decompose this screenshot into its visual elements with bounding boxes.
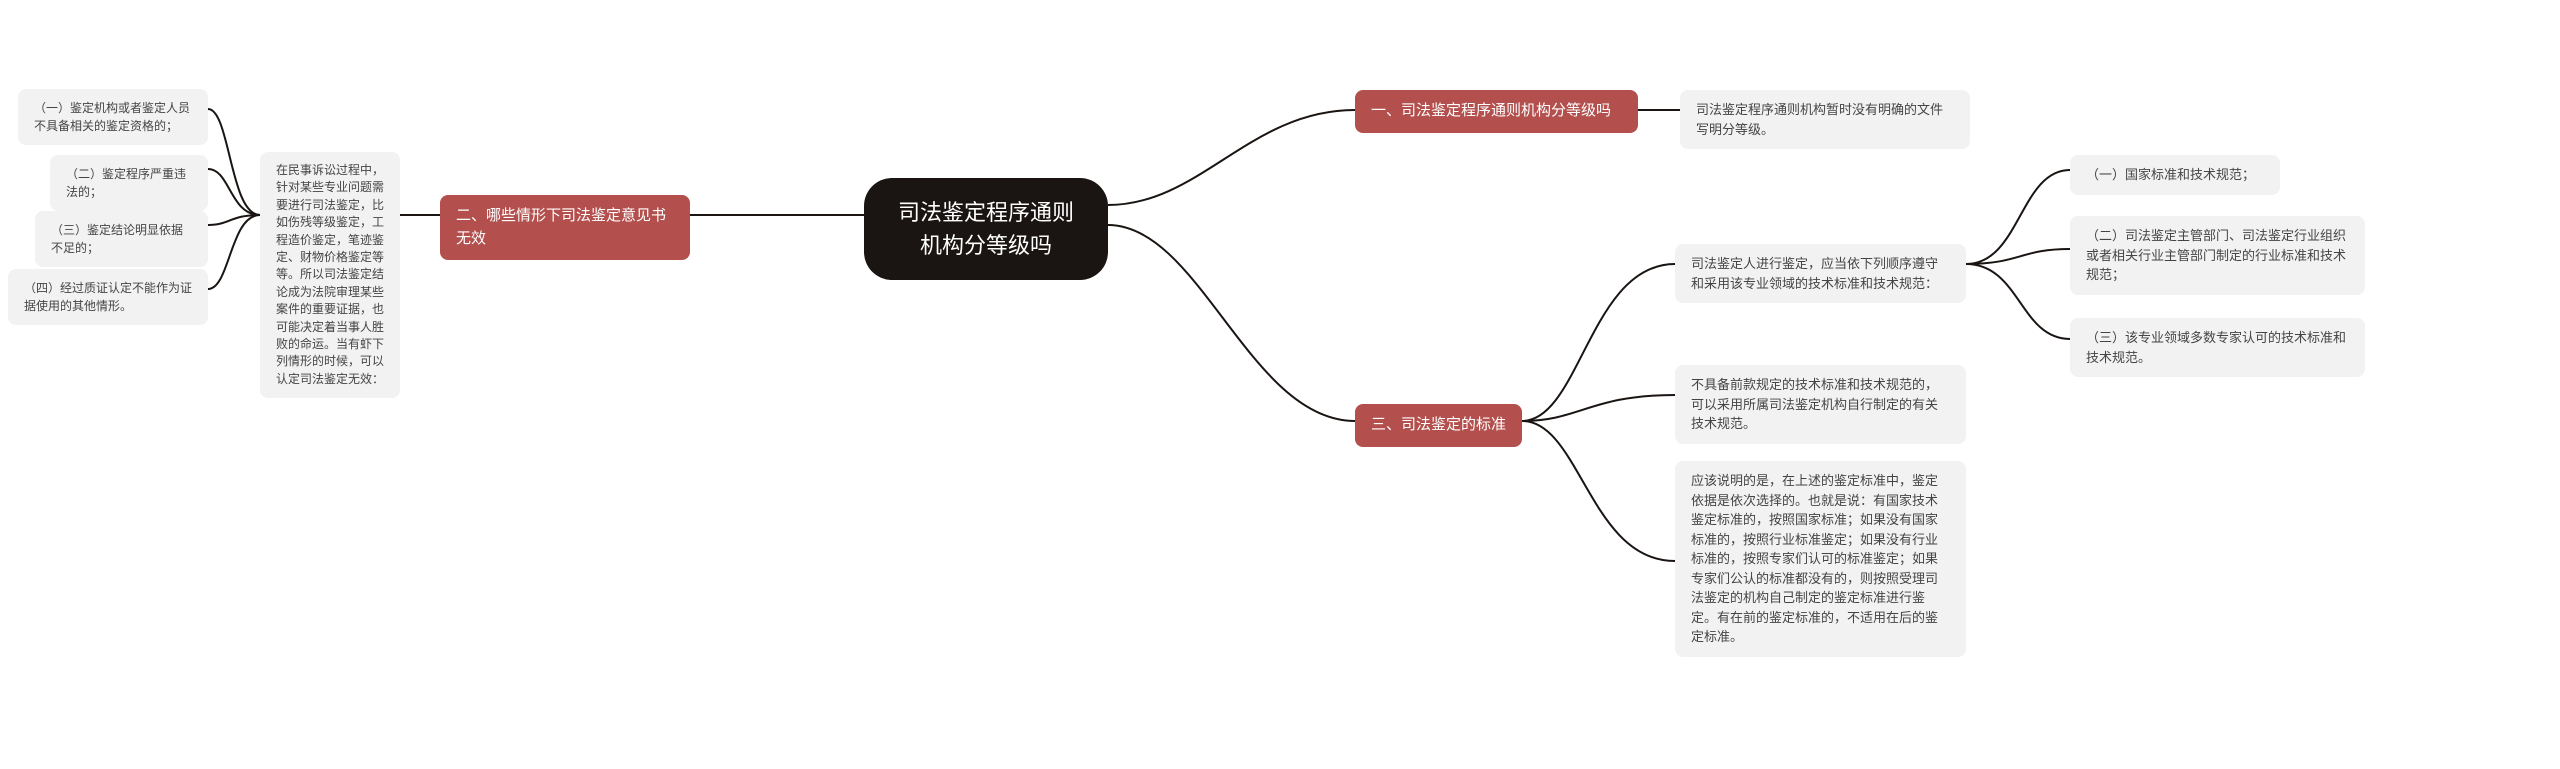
branch-2-item-0[interactable]: （一）鉴定机构或者鉴定人员不具备相关的鉴定资格的；	[18, 89, 208, 145]
branch-1-label: 一、司法鉴定程序通则机构分等级吗	[1371, 100, 1611, 123]
branch-3-sub1-text: 司法鉴定人进行鉴定，应当依下列顺序遵守和采用该专业领域的技术标准和技术规范：	[1691, 254, 1950, 293]
branch-2-item-1[interactable]: （二）鉴定程序严重违法的；	[50, 155, 208, 211]
leaf-text: （二）司法鉴定主管部门、司法鉴定行业组织或者相关行业主管部门制定的行业标准和技术…	[2086, 226, 2349, 285]
branch-2-label: 二、哪些情形下司法鉴定意见书无效	[456, 205, 674, 250]
branch-3-sub1-item-1[interactable]: （二）司法鉴定主管部门、司法鉴定行业组织或者相关行业主管部门制定的行业标准和技术…	[2070, 216, 2365, 295]
center-label: 司法鉴定程序通则机构分等级吗	[894, 196, 1078, 262]
branch-2-desc[interactable]: 在民事诉讼过程中，针对某些专业问题需要进行司法鉴定，比如伤残等级鉴定，工程造价鉴…	[260, 152, 400, 398]
leaf-text: （三）鉴定结论明显依据不足的；	[51, 221, 192, 257]
branch-3-sub2-text: 不具备前款规定的技术标准和技术规范的，可以采用所属司法鉴定机构自行制定的有关技术…	[1691, 375, 1950, 434]
branch-3-sub1-item-0[interactable]: （一）国家标准和技术规范；	[2070, 155, 2280, 195]
branch-3-label: 三、司法鉴定的标准	[1371, 414, 1506, 437]
leaf-text: （一）鉴定机构或者鉴定人员不具备相关的鉴定资格的；	[34, 99, 192, 135]
leaf-text: （四）经过质证认定不能作为证据使用的其他情形。	[24, 279, 192, 315]
leaf-text: （一）国家标准和技术规范；	[2086, 165, 2255, 185]
branch-3-sub1[interactable]: 司法鉴定人进行鉴定，应当依下列顺序遵守和采用该专业领域的技术标准和技术规范：	[1675, 244, 1966, 303]
branch-2[interactable]: 二、哪些情形下司法鉴定意见书无效	[440, 195, 690, 260]
branch-3-sub2[interactable]: 不具备前款规定的技术标准和技术规范的，可以采用所属司法鉴定机构自行制定的有关技术…	[1675, 365, 1966, 444]
leaf-text: （二）鉴定程序严重违法的；	[66, 165, 192, 201]
branch-1-leaf-text: 司法鉴定程序通则机构暂时没有明确的文件写明分等级。	[1696, 100, 1954, 139]
branch-3-sub3-text: 应该说明的是，在上述的鉴定标准中，鉴定依据是依次选择的。也就是说：有国家技术鉴定…	[1691, 471, 1950, 647]
center-topic[interactable]: 司法鉴定程序通则机构分等级吗	[864, 178, 1108, 280]
branch-2-desc-text: 在民事诉讼过程中，针对某些专业问题需要进行司法鉴定，比如伤残等级鉴定，工程造价鉴…	[276, 162, 384, 388]
branch-2-item-3[interactable]: （四）经过质证认定不能作为证据使用的其他情形。	[8, 269, 208, 325]
branch-1-leaf[interactable]: 司法鉴定程序通则机构暂时没有明确的文件写明分等级。	[1680, 90, 1970, 149]
leaf-text: （三）该专业领域多数专家认可的技术标准和技术规范。	[2086, 328, 2349, 367]
branch-1[interactable]: 一、司法鉴定程序通则机构分等级吗	[1355, 90, 1638, 133]
branch-3[interactable]: 三、司法鉴定的标准	[1355, 404, 1522, 447]
branch-2-item-2[interactable]: （三）鉴定结论明显依据不足的；	[35, 211, 208, 267]
branch-3-sub1-item-2[interactable]: （三）该专业领域多数专家认可的技术标准和技术规范。	[2070, 318, 2365, 377]
branch-3-sub3[interactable]: 应该说明的是，在上述的鉴定标准中，鉴定依据是依次选择的。也就是说：有国家技术鉴定…	[1675, 461, 1966, 657]
